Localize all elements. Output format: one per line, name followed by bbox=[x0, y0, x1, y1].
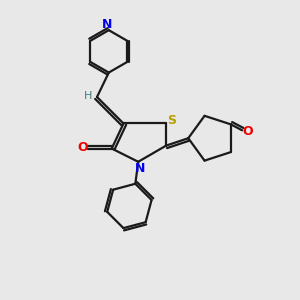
Text: O: O bbox=[243, 125, 253, 138]
Text: N: N bbox=[102, 18, 112, 32]
Text: S: S bbox=[168, 114, 177, 127]
Text: O: O bbox=[77, 141, 88, 154]
Text: N: N bbox=[134, 162, 145, 175]
Text: H: H bbox=[83, 91, 92, 100]
